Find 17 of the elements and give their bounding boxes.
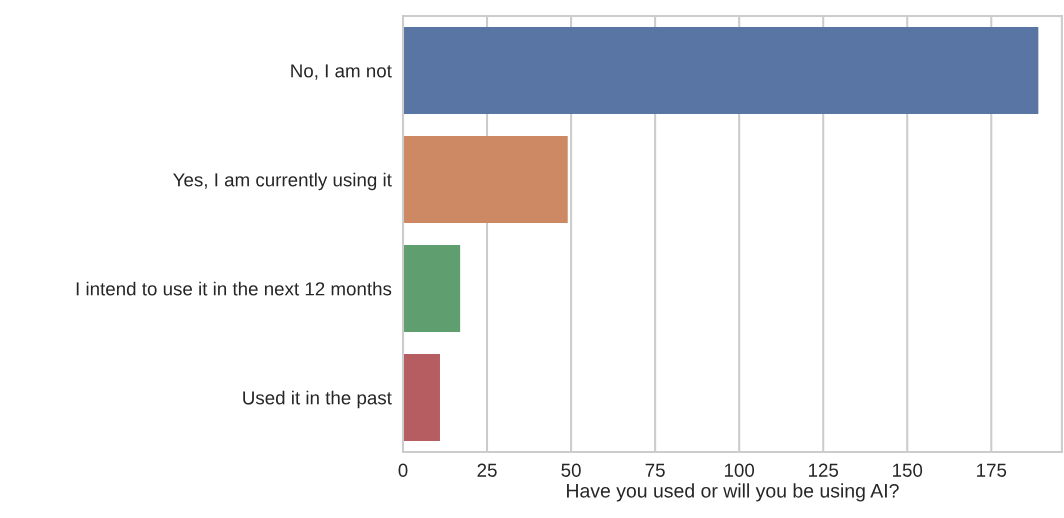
y-tick-label: Used it in the past bbox=[243, 390, 392, 409]
y-tick-label: No, I am not bbox=[291, 64, 392, 80]
x-tick-label: 25 bbox=[477, 463, 497, 477]
x-tick-label: 75 bbox=[645, 463, 665, 477]
bar bbox=[403, 26, 1039, 115]
x-tick-label: 175 bbox=[977, 463, 1007, 477]
x-tick-label: 50 bbox=[561, 463, 581, 477]
x-axis-title: Have you used or will you be using AI? bbox=[567, 483, 899, 502]
y-tick-label: Yes, I am currently using it bbox=[173, 172, 392, 191]
x-tick-label: 150 bbox=[893, 463, 923, 477]
bar bbox=[403, 244, 461, 333]
x-tick-label: 100 bbox=[724, 463, 755, 477]
bar bbox=[403, 353, 440, 442]
y-tick-label: I intend to use it in the next 12 months bbox=[76, 281, 392, 296]
x-tick-label: 0 bbox=[398, 463, 408, 477]
x-tick-label: 125 bbox=[808, 463, 839, 477]
bar bbox=[403, 135, 568, 224]
